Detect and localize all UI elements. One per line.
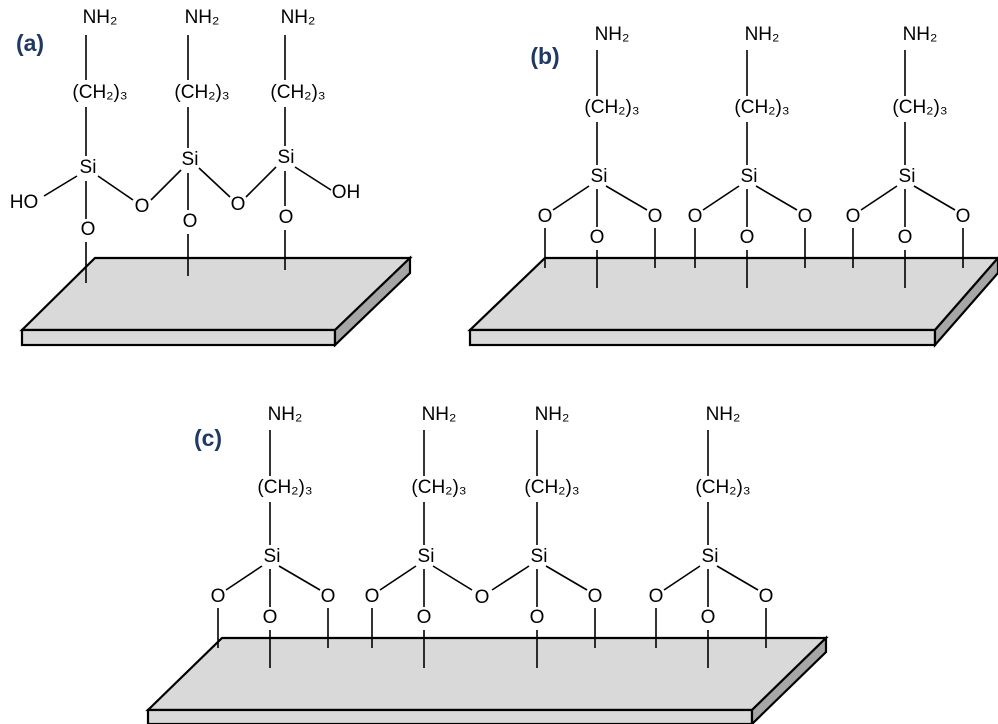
atom-label: O [590, 227, 605, 248]
bond [380, 566, 416, 590]
atom-label: O [530, 607, 545, 628]
atom-label: O [798, 206, 813, 227]
atom-label: Si [182, 149, 199, 170]
atom-label: (CH₂)₃ [174, 82, 229, 103]
substrate-top [148, 638, 826, 710]
bond [246, 167, 276, 197]
panel-label: (c) [194, 425, 222, 451]
bond [861, 186, 897, 210]
bond [717, 566, 758, 590]
atom-label: O [846, 206, 861, 227]
atom-label: O [956, 206, 971, 227]
atom-label: O [135, 196, 150, 217]
atom-label: NH₂ [535, 404, 570, 425]
bond [546, 566, 587, 590]
atom-label: O [759, 586, 774, 607]
atom-label: O [898, 227, 913, 248]
atom-label: O [701, 607, 716, 628]
atom-label: Si [531, 546, 548, 567]
atom-label: NH₂ [595, 24, 630, 45]
atom-label: NH₂ [281, 7, 316, 28]
atom-label: (CH₂)₃ [892, 97, 947, 118]
atom-label: (CH₂)₃ [734, 97, 789, 118]
atom-label: Si [591, 166, 608, 187]
bond [226, 566, 262, 590]
panel-label: (a) [16, 30, 44, 56]
bond [151, 170, 181, 200]
substrate-front [22, 330, 335, 345]
atom-label: O [231, 194, 246, 215]
atom-label: NH₂ [268, 404, 303, 425]
atom-label: (CH₂)₃ [695, 477, 750, 498]
atom-label: O [263, 607, 278, 628]
atom-label: O [211, 586, 226, 607]
atom-label: (CH₂)₃ [72, 82, 127, 103]
bond [199, 168, 230, 197]
atom-label: O [688, 206, 703, 227]
atom-label: Si [264, 546, 281, 567]
bond [492, 566, 529, 590]
atom-label: Si [80, 157, 97, 178]
atom-label: O [649, 586, 664, 607]
substrate-front [470, 330, 935, 345]
atom-label: Si [418, 546, 435, 567]
atom-label: O [183, 211, 198, 232]
atom-label: O [365, 586, 380, 607]
atom-label: NH₂ [83, 7, 118, 28]
atom-label: NH₂ [422, 404, 457, 425]
bond [98, 176, 133, 200]
atom-label: NH₂ [706, 404, 741, 425]
atom-label: O [417, 607, 432, 628]
diagram: (a) (b) (c) NH₂ (CH₂)₃ Si HO O O NH₂ (CH₂)₃ Si O O… [0, 0, 998, 724]
atom-label: O [648, 206, 663, 227]
bond [606, 186, 647, 210]
panel-label: (b) [530, 43, 559, 69]
substrate-front [148, 710, 752, 724]
atom-label: (CH₂)₃ [524, 477, 579, 498]
atom-label: Si [702, 546, 719, 567]
atom-label: (CH₂)₃ [411, 477, 466, 498]
atom-label: (CH₂)₃ [257, 477, 312, 498]
atom-label: O [279, 207, 294, 228]
bond [703, 186, 739, 210]
atom-label: O [588, 586, 603, 607]
atom-label: OH [332, 182, 361, 203]
atom-label: Si [278, 147, 295, 168]
atom-label: O [538, 206, 553, 227]
bond [756, 186, 797, 210]
bond [433, 566, 472, 590]
atom-label: NH₂ [903, 24, 938, 45]
atom-label: (CH₂)₃ [584, 97, 639, 118]
bond [914, 186, 955, 210]
atom-label: NH₂ [185, 7, 220, 28]
atom-label: HO [10, 192, 39, 213]
atom-label: (CH₂)₃ [270, 82, 325, 103]
atom-label: O [740, 227, 755, 248]
atom-label: Si [899, 166, 916, 187]
bond [279, 566, 320, 590]
bond [295, 167, 331, 190]
atom-label: Si [741, 166, 758, 187]
bond [44, 176, 77, 196]
atom-label: NH₂ [745, 24, 780, 45]
atom-label: O [321, 586, 336, 607]
substrate-top [470, 258, 998, 330]
atom-label: O [81, 219, 96, 240]
bond [664, 566, 700, 590]
bond [553, 186, 589, 210]
atom-label: O [475, 587, 490, 608]
